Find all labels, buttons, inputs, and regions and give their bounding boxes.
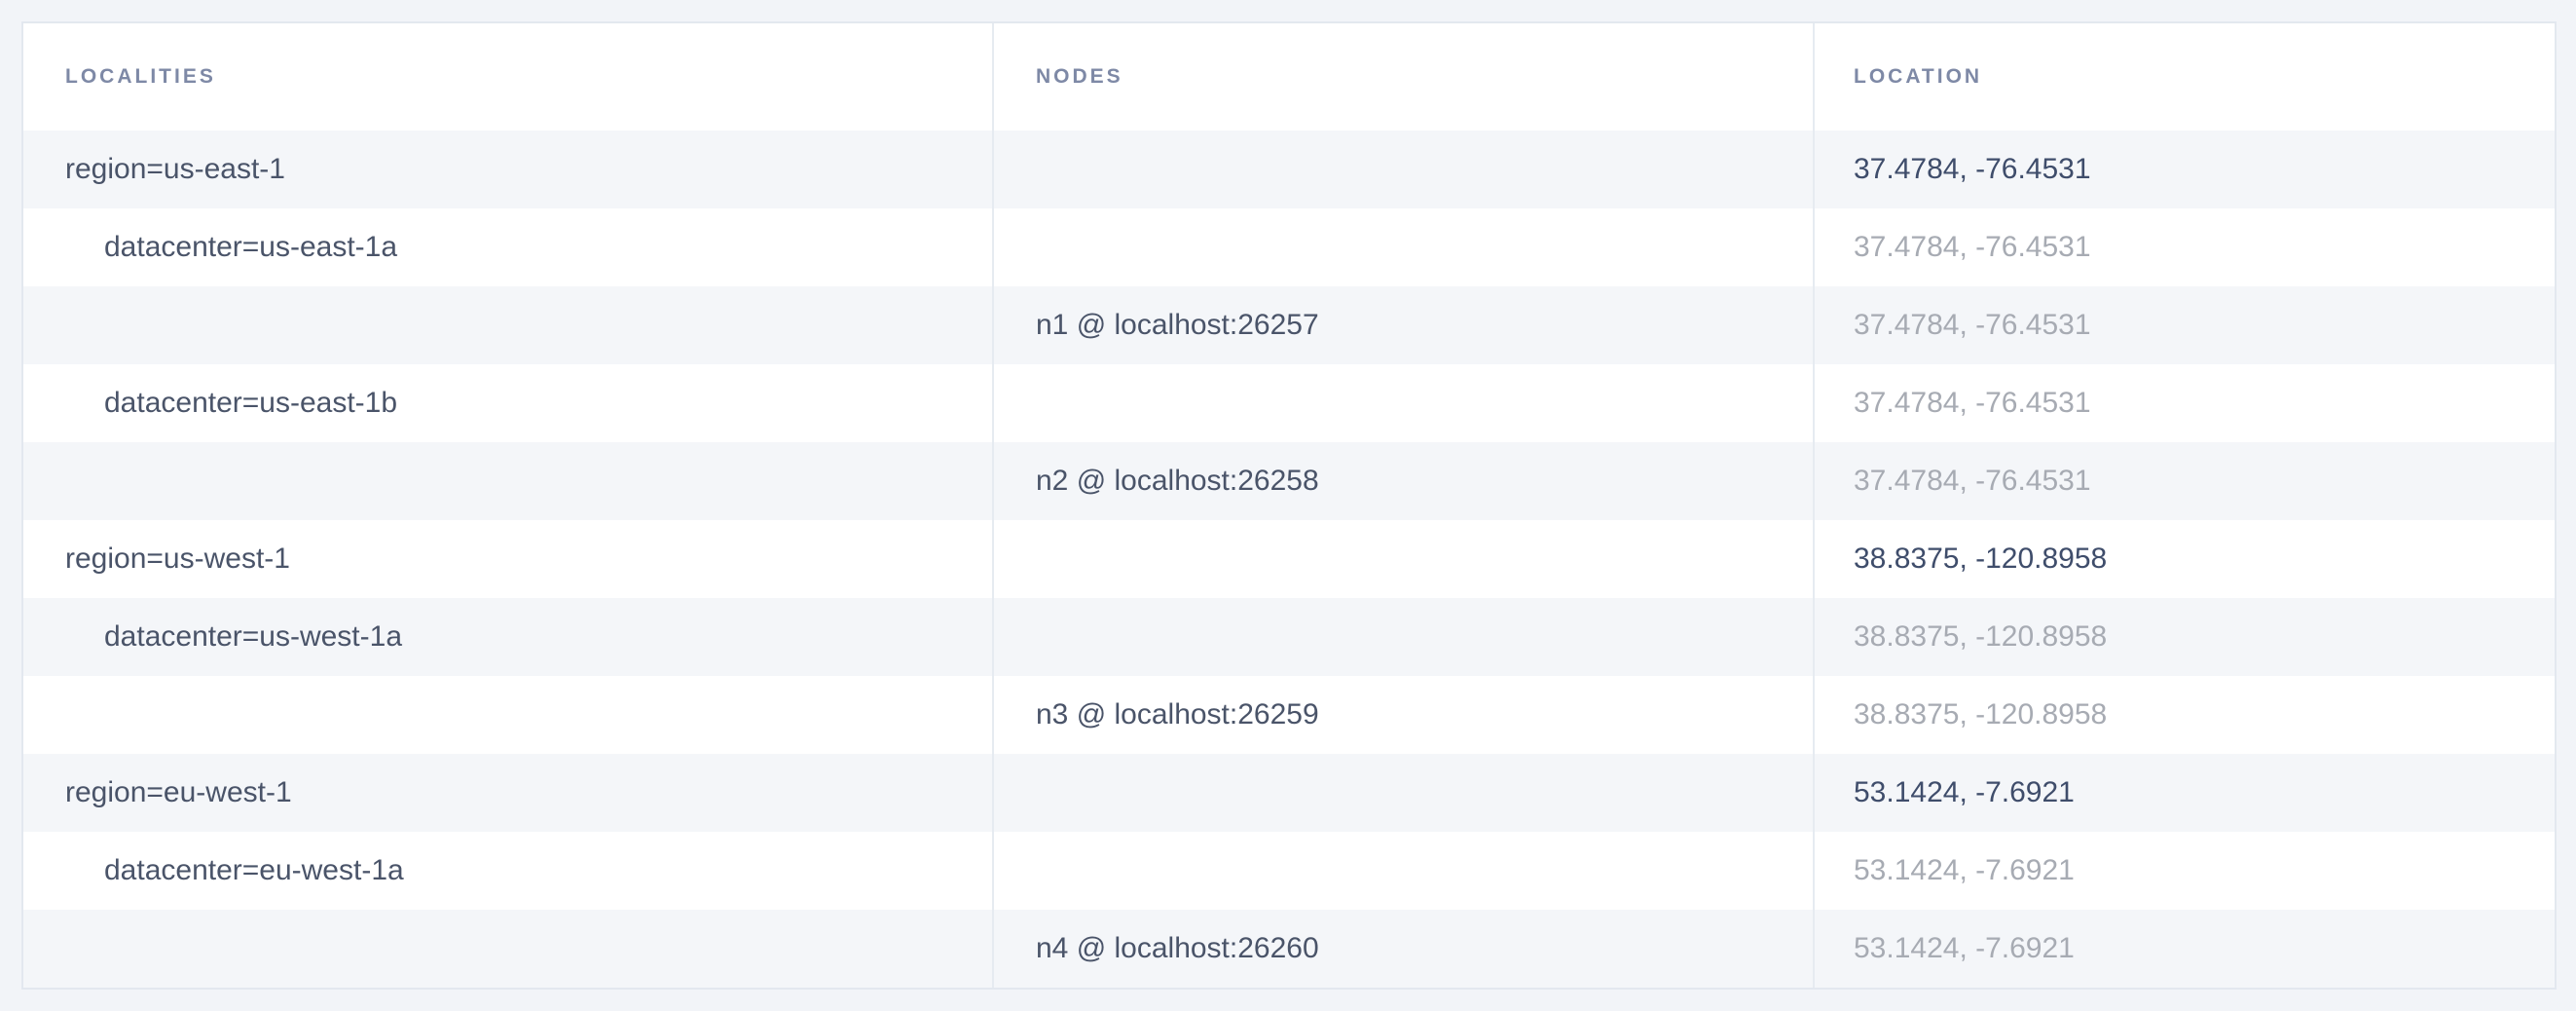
location-value: 38.8375, -120.8958 — [1854, 698, 2108, 730]
locality-cell: datacenter=eu-west-1a — [23, 832, 992, 910]
location-value: 37.4784, -76.4531 — [1854, 465, 2091, 497]
location-cell: 37.4784, -76.4531 — [1813, 364, 2555, 442]
location-value: 38.8375, -120.8958 — [1854, 543, 2108, 575]
table-row-node: n4 @ localhost:26260 53.1424, -7.6921 — [23, 910, 2555, 988]
node-cell — [992, 598, 1813, 676]
node-label: n1 @ localhost:26257 — [1036, 309, 1319, 341]
locality-cell — [23, 910, 992, 988]
node-cell — [992, 754, 1813, 832]
locality-cell: datacenter=us-east-1b — [23, 364, 992, 442]
node-cell: n1 @ localhost:26257 — [992, 286, 1813, 364]
node-label: n2 @ localhost:26258 — [1036, 465, 1319, 497]
table-row-locality: datacenter=us-east-1a 37.4784, -76.4531 — [23, 208, 2555, 286]
location-value: 53.1424, -7.6921 — [1854, 932, 2075, 964]
locality-cell: region=eu-west-1 — [23, 754, 992, 832]
location-value: 37.4784, -76.4531 — [1854, 231, 2091, 263]
location-cell: 37.4784, -76.4531 — [1813, 131, 2555, 208]
locality-label: region=us-east-1 — [65, 153, 285, 185]
node-cell — [992, 208, 1813, 286]
table-body: region=us-east-1 37.4784, -76.4531 datacen… — [23, 131, 2555, 988]
location-value: 37.4784, -76.4531 — [1854, 387, 2091, 419]
location-cell: 53.1424, -7.6921 — [1813, 754, 2555, 832]
table-row-node: n3 @ localhost:26259 38.8375, -120.8958 — [23, 676, 2555, 754]
locality-label: datacenter=us-east-1a — [104, 231, 398, 263]
column-header-nodes: NODES — [992, 23, 1813, 131]
localities-table: LOCALITIES NODES LOCATION region=us-east… — [21, 21, 2557, 990]
table-row-locality: datacenter=us-east-1b 37.4784, -76.4531 — [23, 364, 2555, 442]
locality-cell: datacenter=us-east-1a — [23, 208, 992, 286]
location-value: 53.1424, -7.6921 — [1854, 854, 2075, 886]
location-cell: 38.8375, -120.8958 — [1813, 598, 2555, 676]
location-cell: 37.4784, -76.4531 — [1813, 286, 2555, 364]
node-cell — [992, 131, 1813, 208]
location-cell: 37.4784, -76.4531 — [1813, 442, 2555, 520]
location-value: 53.1424, -7.6921 — [1854, 776, 2075, 808]
node-label: n4 @ localhost:26260 — [1036, 932, 1319, 964]
location-cell: 53.1424, -7.6921 — [1813, 832, 2555, 910]
location-cell: 37.4784, -76.4531 — [1813, 208, 2555, 286]
locality-label: datacenter=us-west-1a — [104, 620, 403, 653]
location-cell: 38.8375, -120.8958 — [1813, 520, 2555, 598]
table-row-locality: region=us-west-1 38.8375, -120.8958 — [23, 520, 2555, 598]
column-header-localities: LOCALITIES — [23, 23, 992, 131]
node-cell: n4 @ localhost:26260 — [992, 910, 1813, 988]
locality-label: region=us-west-1 — [65, 543, 290, 575]
node-cell — [992, 520, 1813, 598]
node-cell: n2 @ localhost:26258 — [992, 442, 1813, 520]
node-cell — [992, 832, 1813, 910]
table-row-node: n1 @ localhost:26257 37.4784, -76.4531 — [23, 286, 2555, 364]
table-header: LOCALITIES NODES LOCATION — [23, 23, 2555, 131]
locality-label: datacenter=eu-west-1a — [104, 854, 404, 886]
locality-cell — [23, 442, 992, 520]
node-cell: n3 @ localhost:26259 — [992, 676, 1813, 754]
locality-cell — [23, 286, 992, 364]
locality-label: region=eu-west-1 — [65, 776, 292, 808]
header-row: LOCALITIES NODES LOCATION — [23, 23, 2555, 131]
locality-cell: datacenter=us-west-1a — [23, 598, 992, 676]
table-row-locality: region=eu-west-1 53.1424, -7.6921 — [23, 754, 2555, 832]
location-value: 37.4784, -76.4531 — [1854, 309, 2091, 341]
table-row-node: n2 @ localhost:26258 37.4784, -76.4531 — [23, 442, 2555, 520]
table-row-locality: datacenter=us-west-1a 38.8375, -120.8958 — [23, 598, 2555, 676]
table-row-locality: datacenter=eu-west-1a 53.1424, -7.6921 — [23, 832, 2555, 910]
node-cell — [992, 364, 1813, 442]
location-cell: 53.1424, -7.6921 — [1813, 910, 2555, 988]
column-header-location: LOCATION — [1813, 23, 2555, 131]
location-value: 38.8375, -120.8958 — [1854, 620, 2108, 653]
locality-cell: region=us-west-1 — [23, 520, 992, 598]
locality-cell: region=us-east-1 — [23, 131, 992, 208]
node-label: n3 @ localhost:26259 — [1036, 698, 1319, 730]
locality-label: datacenter=us-east-1b — [104, 387, 398, 419]
table-row-locality: region=us-east-1 37.4784, -76.4531 — [23, 131, 2555, 208]
location-value: 37.4784, -76.4531 — [1854, 153, 2091, 185]
locality-cell — [23, 676, 992, 754]
location-cell: 38.8375, -120.8958 — [1813, 676, 2555, 754]
